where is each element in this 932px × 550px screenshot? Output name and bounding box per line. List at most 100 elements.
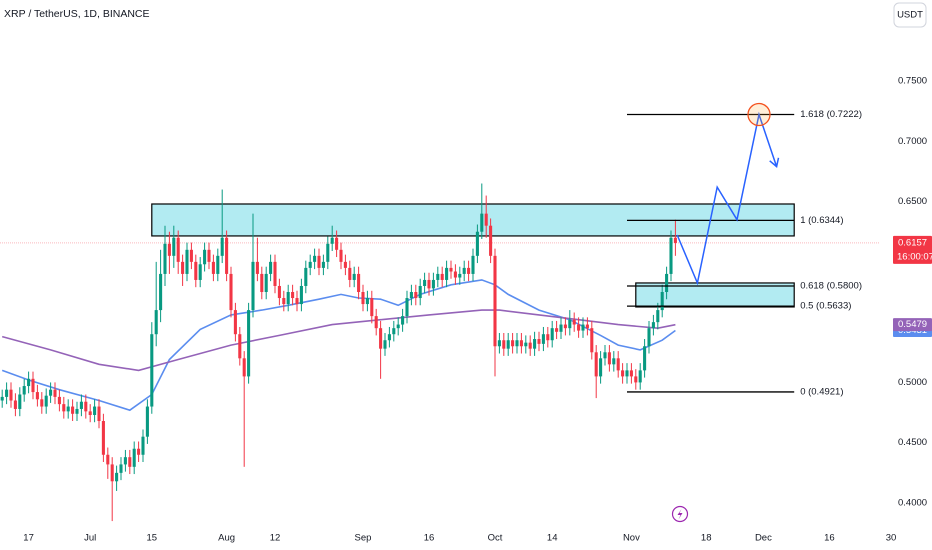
candle: [541, 326, 545, 352]
x-tick-label: 12: [270, 533, 281, 544]
candle: [396, 317, 400, 336]
candle-body: [317, 255, 321, 268]
candle: [115, 465, 119, 491]
candle: [638, 363, 642, 390]
candle: [418, 278, 422, 306]
candle: [357, 266, 361, 300]
candle: [128, 449, 132, 475]
candle-body: [585, 324, 589, 329]
candle: [31, 371, 35, 400]
candle-body: [599, 358, 603, 377]
candle-body: [321, 261, 325, 268]
fib-label: 1 (0.6344): [800, 215, 843, 226]
currency-box[interactable]: [893, 2, 927, 28]
candle-body: [467, 267, 471, 274]
candle: [401, 308, 405, 332]
candle-body: [475, 231, 479, 256]
candle-body: [167, 243, 171, 256]
candle: [233, 302, 237, 342]
lightning-icon[interactable]: [671, 505, 689, 523]
candle: [599, 351, 603, 384]
candle-body: [27, 378, 31, 387]
candle: [238, 326, 242, 366]
candle: [409, 284, 413, 306]
candle: [572, 312, 576, 332]
candle-body: [383, 340, 387, 349]
candle-body: [145, 406, 149, 437]
candle-body: [291, 292, 295, 299]
candle: [106, 447, 110, 479]
candle-body: [282, 298, 286, 305]
candle-body: [489, 225, 493, 256]
candle-body: [172, 237, 176, 256]
candle: [339, 242, 343, 270]
candle: [295, 290, 299, 312]
fib-label: 0.5 (0.5633): [800, 301, 851, 312]
candle: [568, 310, 572, 336]
candle: [44, 388, 48, 414]
candle: [66, 399, 70, 419]
x-tick-label: 17: [23, 533, 34, 544]
candle-body: [651, 322, 655, 329]
candle: [660, 284, 664, 318]
icon-bolt[interactable]: [677, 509, 683, 520]
candle: [286, 284, 290, 312]
x-tick-label: 14: [547, 533, 558, 544]
candle-body: [656, 310, 660, 323]
candle-body: [163, 243, 167, 274]
candle: [150, 322, 154, 414]
candle: [616, 351, 620, 378]
candle: [132, 441, 136, 475]
candle: [445, 260, 449, 288]
candle: [35, 384, 39, 407]
candle: [383, 332, 387, 356]
candle-body: [225, 237, 229, 274]
currency-label[interactable]: USDT: [897, 10, 923, 21]
candle: [335, 230, 339, 258]
candle-body: [44, 395, 48, 407]
candle-body: [115, 472, 119, 482]
y-tick-label: 0.4500: [898, 437, 927, 448]
candle-body: [638, 370, 642, 383]
candle: [141, 429, 145, 463]
candle: [581, 317, 585, 338]
candle-body: [427, 279, 431, 289]
candle: [137, 441, 141, 463]
candle-body: [313, 255, 317, 262]
candle-body: [71, 406, 75, 414]
candle-body: [255, 261, 259, 274]
candle-body: [299, 285, 303, 305]
candle: [313, 248, 317, 270]
candle-body: [101, 421, 105, 455]
candle: [392, 320, 396, 342]
candle: [449, 260, 453, 279]
candle: [18, 387, 22, 417]
candle: [497, 332, 501, 354]
candle-body: [194, 261, 198, 280]
x-tick-label: Dec: [755, 533, 772, 544]
candle: [643, 339, 647, 378]
candle-body: [295, 298, 299, 305]
candle: [291, 284, 295, 306]
candle-body: [119, 464, 123, 473]
candle-body: [5, 389, 9, 397]
candle-body: [260, 273, 264, 293]
candle-body: [84, 401, 88, 412]
candle: [502, 332, 506, 356]
candle-body: [132, 448, 136, 467]
plot-layer: 1.618 (0.7222) 1 (0.6344) 0.618 (0.5800) 0.…: [0, 102, 880, 522]
candle-body: [176, 237, 180, 262]
candle-body: [647, 328, 651, 347]
candle: [519, 332, 523, 354]
candle: [321, 254, 325, 276]
candle: [563, 317, 567, 336]
candle-body: [392, 328, 396, 335]
candle-body: [396, 324, 400, 329]
candle-body: [511, 340, 515, 347]
price-label-box: [893, 235, 932, 264]
candle: [273, 254, 277, 294]
candle: [634, 369, 638, 390]
candle: [145, 399, 149, 444]
candle: [49, 382, 53, 403]
candle: [462, 260, 466, 282]
